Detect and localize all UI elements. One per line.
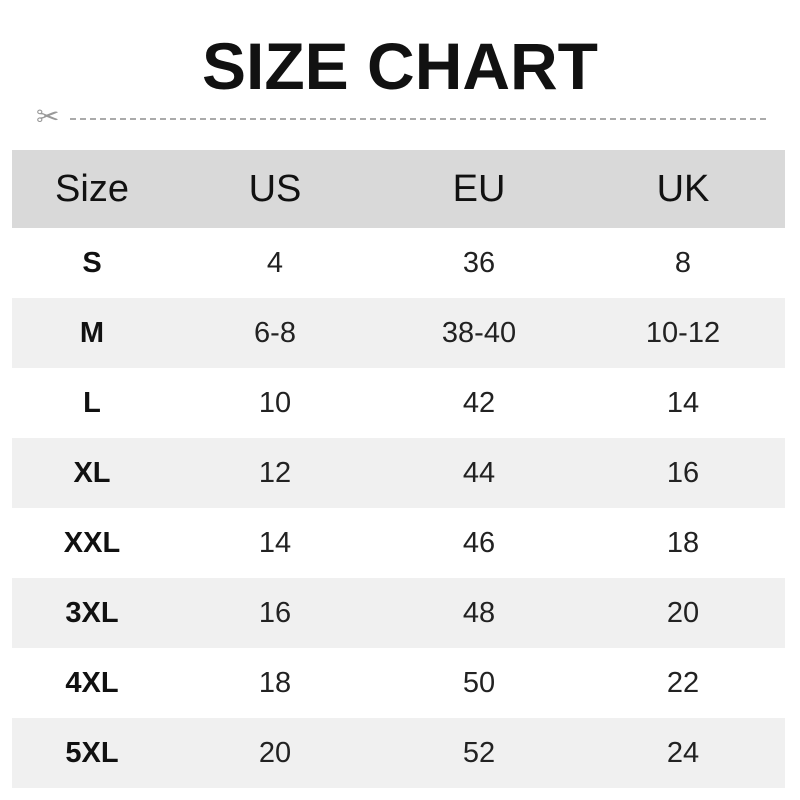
cell-eu: 52 <box>462 736 496 769</box>
cell-size: 4XL <box>65 666 119 699</box>
header-us: US <box>248 167 302 210</box>
cell-eu: 44 <box>462 456 496 489</box>
cell-eu: 42 <box>462 386 496 419</box>
cell-eu: 38-40 <box>441 316 517 349</box>
table-row: 3XL 16 48 20 <box>12 578 785 648</box>
cell-us: 6-8 <box>254 316 296 349</box>
cell-uk: 20 <box>666 596 700 629</box>
dashed-divider <box>70 118 766 120</box>
cell-us: 20 <box>258 736 292 769</box>
cell-size: 5XL <box>65 736 119 769</box>
cell-uk: 8 <box>674 246 692 279</box>
header-size: Size <box>55 167 129 210</box>
cell-us: 12 <box>258 456 292 489</box>
size-table: Size US EU UK S 4 36 8 M 6-8 38-40 10-12 L 10 42 14… <box>12 150 785 788</box>
cell-eu: 50 <box>462 666 496 699</box>
cell-uk: 18 <box>666 526 700 559</box>
table-row: S 4 36 8 <box>12 228 785 298</box>
cell-size: L <box>83 386 101 419</box>
cell-us: 4 <box>266 246 284 279</box>
table-row: XXL 14 46 18 <box>12 508 785 578</box>
scissors-icon: ✂ <box>36 101 60 132</box>
cell-size: 3XL <box>65 596 119 629</box>
cell-us: 10 <box>258 386 292 419</box>
cell-size: M <box>79 316 105 349</box>
cell-uk: 22 <box>666 666 700 699</box>
table-row: XL 12 44 16 <box>12 438 785 508</box>
cell-us: 18 <box>258 666 292 699</box>
table-row: L 10 42 14 <box>12 368 785 438</box>
cell-us: 14 <box>258 526 292 559</box>
cell-uk: 24 <box>666 736 700 769</box>
cut-line: ✂ <box>36 102 766 132</box>
table-header: Size US EU UK <box>12 150 785 228</box>
cell-uk: 10-12 <box>645 316 721 349</box>
header-eu: EU <box>452 167 506 210</box>
cell-size: XL <box>73 456 111 489</box>
cell-eu: 36 <box>462 246 496 279</box>
cell-eu: 48 <box>462 596 496 629</box>
page-title: SIZE CHART <box>202 29 598 103</box>
header-uk: UK <box>656 167 710 210</box>
table-row: 4XL 18 50 22 <box>12 648 785 718</box>
cell-uk: 16 <box>666 456 700 489</box>
cell-us: 16 <box>258 596 292 629</box>
table-row: 5XL 20 52 24 <box>12 718 785 788</box>
table-row: M 6-8 38-40 10-12 <box>12 298 785 368</box>
cell-eu: 46 <box>462 526 496 559</box>
cell-size: XXL <box>63 526 121 559</box>
cell-uk: 14 <box>666 386 700 419</box>
cell-size: S <box>82 246 102 279</box>
